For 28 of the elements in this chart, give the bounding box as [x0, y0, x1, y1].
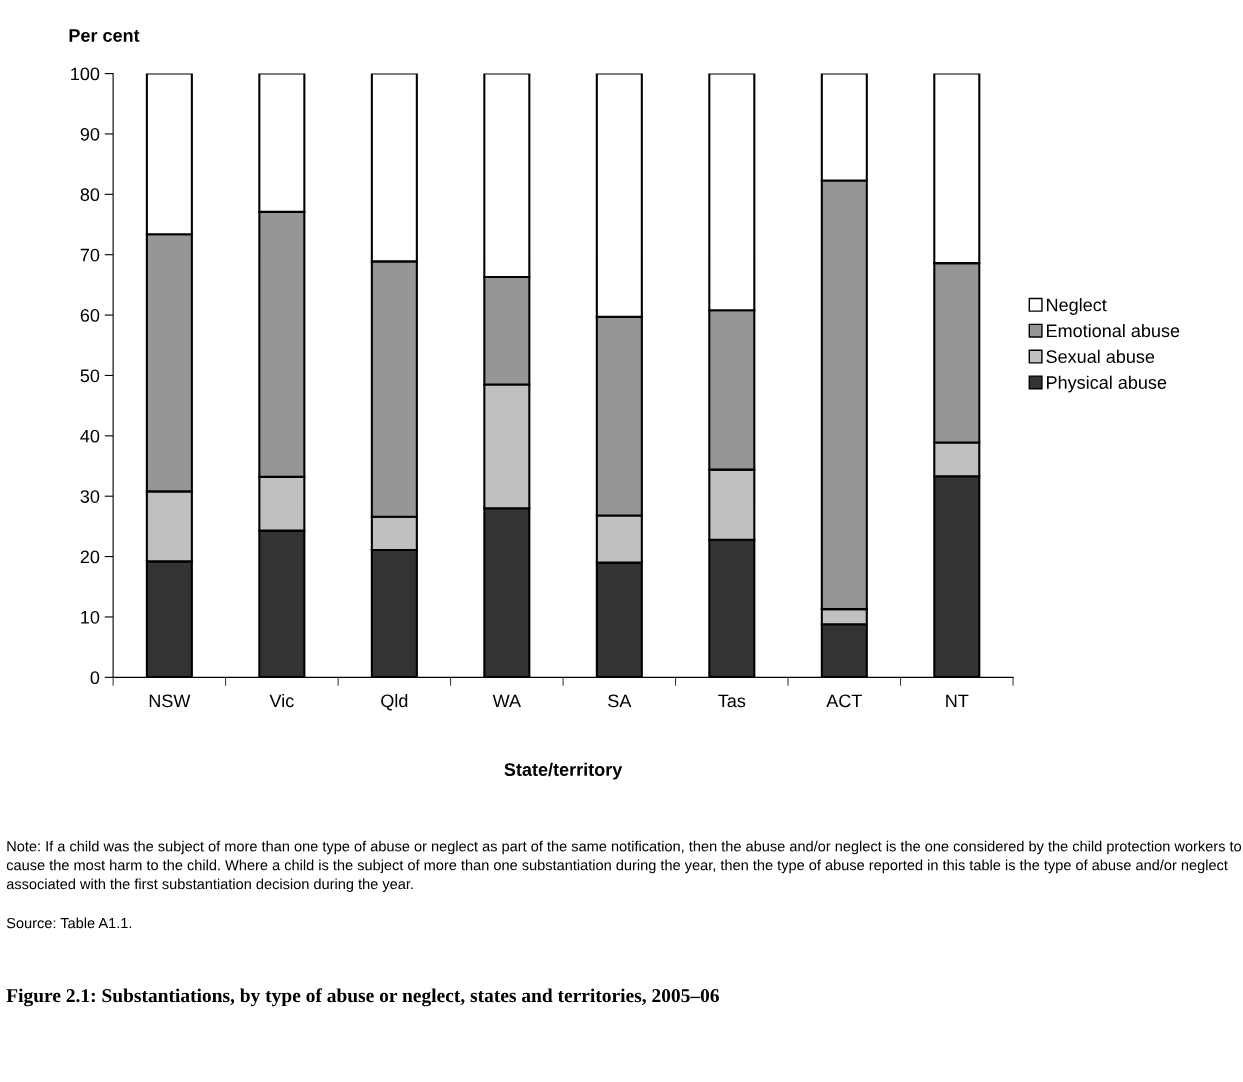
y-tick-label: 10	[81, 610, 100, 624]
x-tick-label: NSW	[149, 694, 191, 708]
legend-label: Neglect	[1047, 298, 1107, 315]
legend-label: Physical abuse	[1047, 375, 1167, 393]
source-note: Source: Table A1.1.	[6, 917, 132, 929]
y-tick-label: 50	[80, 369, 100, 383]
x-axis-title: State/territory	[504, 762, 623, 780]
y-tick-label: 70	[80, 248, 100, 262]
x-tick-label: Qld	[381, 694, 408, 711]
y-tick-label: 100	[71, 67, 100, 81]
text: Note: If a child was the subject of more than one type of abuse or neglect as part of the same notification, then the abuse and/or neglect is the one considered by the child protection workers to cause the most harm to the child. Where a child is the subject of more than one substantiation during the year, then the type of abuse reported in this table is the type of abuse and/or neglect associated with the first substantiation decision during the year.	[6, 840, 1242, 893]
x-tick-label: ACT	[826, 694, 862, 708]
y-tick-label: 80	[80, 188, 100, 202]
x-tick-label: WA	[492, 694, 521, 708]
x-tick-label: NT	[946, 694, 969, 708]
x-tick-label: Tas	[718, 694, 746, 708]
y-tick-label: 90	[80, 127, 100, 141]
y-tick-label: 30	[80, 490, 100, 503]
y-tick-label: 20	[80, 550, 100, 564]
x-tick-label: SA	[608, 694, 632, 708]
legend-label: Emotional abuse	[1047, 323, 1180, 338]
text: Figure 2.1: Substantiations, by type of abuse or neglect, states and territories, 2005–06	[6, 988, 719, 1007]
y-tick-label: 0	[90, 671, 100, 685]
y-tick-label: 60	[80, 309, 100, 322]
x-tick-label: Vic	[269, 694, 294, 708]
legend-label: Sexual abuse	[1046, 349, 1155, 364]
y-tick-label: 40	[80, 429, 100, 443]
y-axis-title: Per cent	[69, 29, 140, 42]
